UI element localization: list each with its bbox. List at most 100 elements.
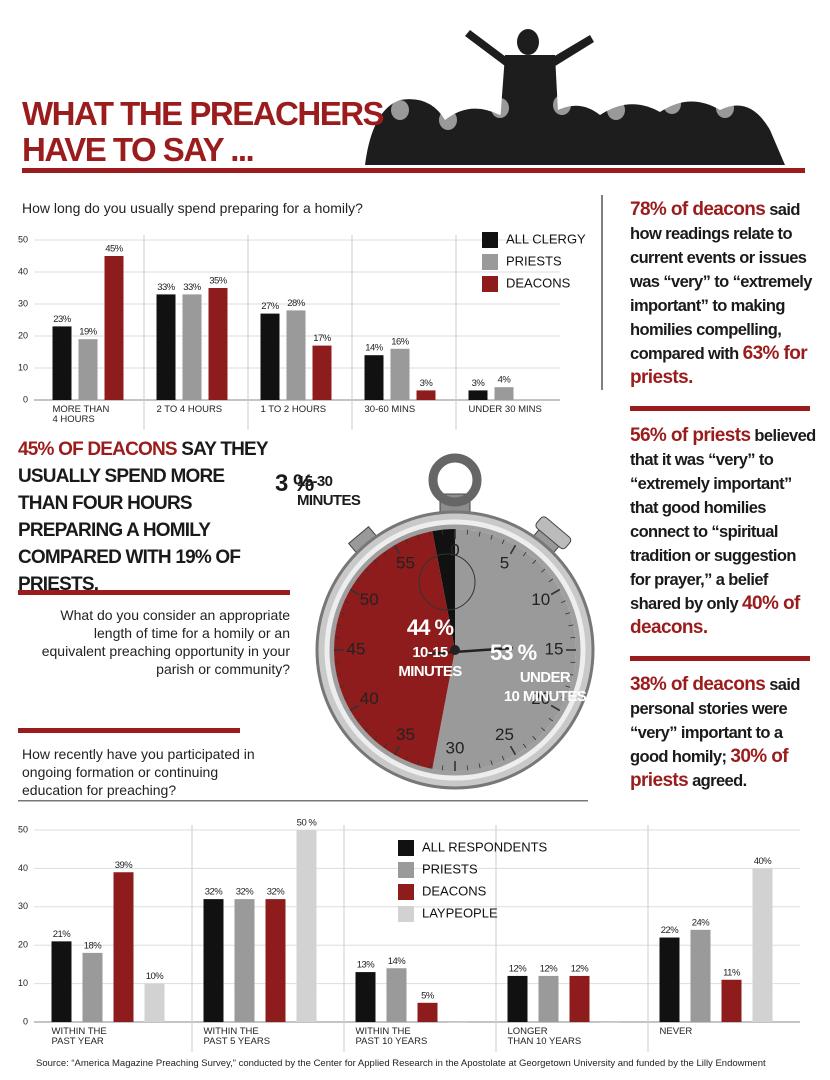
x-tick-label: WITHIN THE PAST 5 YEARS [203, 1026, 271, 1047]
dial-tick [522, 551, 527, 557]
dial-tick [560, 600, 566, 604]
dial-tick [478, 763, 481, 769]
bar [364, 355, 384, 400]
summary-part: SAY THEY USUALLY SPEND MORE THAN FOUR HO… [18, 439, 268, 595]
chart-title: How recently have you participated in on… [22, 746, 255, 798]
dial-tick [417, 534, 420, 540]
callout-part: 30% of priests [630, 746, 789, 791]
chart-title: What do you consider an appropriate leng… [41, 607, 290, 677]
bar [265, 899, 286, 1022]
dial-tick [478, 531, 481, 537]
summary-part: 45% OF DEACONS [18, 439, 178, 460]
dial-tick [560, 696, 566, 700]
bar [468, 390, 488, 400]
bar [260, 313, 280, 400]
chart-title: How long do you usually spend preparing … [22, 200, 363, 216]
dial-tick [565, 612, 571, 615]
value-label: 12% [509, 963, 528, 974]
header-rule [22, 168, 805, 173]
dial-tick [550, 704, 561, 712]
dial-tick [550, 588, 561, 596]
x-tick-label: 1 TO 2 HOURS [260, 404, 327, 415]
bar [234, 899, 255, 1022]
callout: 78% of deacons said how readings relate … [630, 198, 816, 390]
bar [690, 929, 711, 1022]
bar [417, 1002, 438, 1022]
dial-tick [349, 704, 360, 712]
dial-label: 30 [446, 738, 465, 757]
title-line: HAVE TO SAY ... [22, 131, 255, 168]
dial-tick [441, 765, 444, 771]
callout-rule [630, 656, 810, 661]
y-tick-label: 20 [18, 330, 28, 340]
dial-tick [349, 588, 360, 596]
dial-tick [339, 685, 345, 688]
dial-label: 15 [545, 639, 564, 658]
callout: 56% of priests believed that it was “ver… [630, 424, 816, 640]
value-label: 4% [498, 375, 512, 386]
y-tick-label: 30 [18, 901, 28, 911]
slice-label: UNDER 10 MINUTES [503, 669, 587, 705]
bar [448, 1022, 469, 1023]
y-tick-label: 10 [18, 362, 28, 372]
dial-tick [568, 673, 574, 676]
dial-tick [393, 745, 401, 756]
bar [494, 387, 514, 400]
dial-tick [490, 534, 493, 540]
value-label: 14% [365, 343, 384, 354]
value-label: 27% [261, 301, 280, 312]
dial-tick [383, 743, 388, 749]
callout-part: said personal stories were “very” import… [630, 676, 800, 766]
slice-value-label: 53 % [490, 640, 537, 665]
value-label: 13% [357, 960, 376, 971]
dial-tick [373, 735, 378, 741]
dial-tick [344, 600, 350, 604]
dial-tick [540, 727, 546, 732]
x-tick-label: MORE THAN 4 HOURS [52, 404, 110, 425]
dial-tick [339, 612, 345, 615]
bar [52, 326, 72, 400]
dial-tick [570, 661, 576, 664]
legend-label: PRIESTS [506, 253, 562, 268]
bar [113, 872, 134, 1022]
value-label: 33% [157, 282, 176, 293]
value-label: 32% [236, 887, 255, 898]
dial-tick [548, 717, 554, 722]
value-label: 19% [79, 327, 98, 338]
bar [104, 256, 124, 400]
legend-label: PRIESTS [422, 861, 478, 876]
slice-value-label: 3 % [275, 470, 314, 497]
dial-label: 55 [396, 554, 415, 573]
callout-part: believed that it was “very” to “extremel… [630, 427, 816, 613]
bar [538, 975, 559, 1022]
legend-label: DEACONS [422, 883, 487, 898]
dial-label: 35 [396, 725, 415, 744]
callout-part: 38% of deacons [630, 674, 766, 695]
callout-part: said how readings relate to current even… [630, 201, 812, 363]
dial-tick [383, 551, 388, 557]
bar [569, 975, 590, 1022]
dial-tick [522, 743, 527, 749]
dial-label: 10 [531, 590, 550, 609]
bar [507, 975, 528, 1022]
y-tick-label: 0 [23, 394, 28, 404]
callout-part: 40% of deacons. [630, 593, 800, 638]
bar [390, 348, 410, 400]
value-label: 28% [287, 298, 306, 309]
hub [450, 645, 460, 655]
section-rule [18, 728, 240, 733]
dial-tick [364, 568, 370, 573]
value-label: 17% [313, 333, 332, 344]
x-tick-label: 2 TO 4 HOURS [156, 404, 223, 415]
value-label: 35% [209, 276, 228, 287]
section-rule [18, 800, 588, 802]
dial-tick [429, 531, 432, 537]
value-label: 12% [571, 963, 590, 974]
legend-label: ALL CLERGY [506, 231, 586, 246]
legend-label: ALL RESPONDENTS [422, 839, 548, 854]
callout-rule [630, 406, 810, 411]
callout-part: agreed. [688, 772, 747, 790]
bar [286, 310, 306, 400]
x-tick-label: NEVER [659, 1026, 693, 1037]
bar [386, 968, 407, 1022]
